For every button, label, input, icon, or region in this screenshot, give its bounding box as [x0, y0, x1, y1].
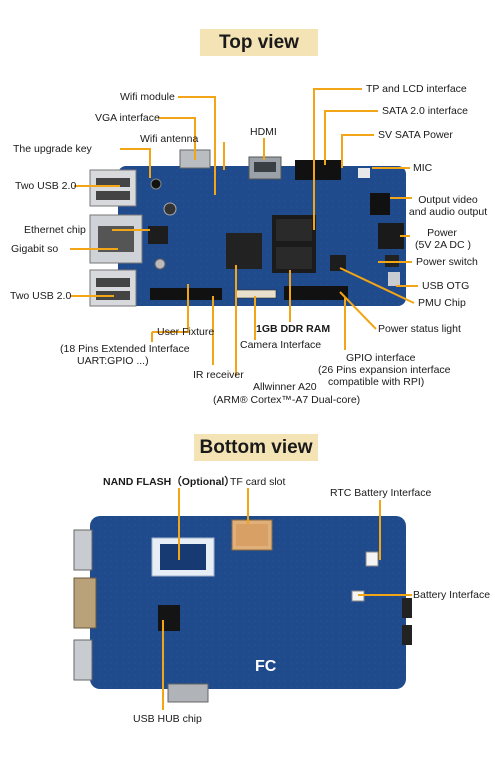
label-power-2: (5V 2A DC ): [414, 239, 472, 251]
label-ir-receiver: IR receiver: [193, 369, 244, 381]
label-arm-core: (ARM® Cortex™-A7 Dual-core): [213, 394, 361, 406]
label-usb-otg: USB OTG: [422, 280, 470, 292]
bottom-view-title: Bottom view: [194, 434, 318, 461]
label-power-status: Power status light: [378, 323, 461, 335]
label-sv-sata-power: SV SATA Power: [378, 129, 453, 141]
soc-chip: [226, 233, 262, 269]
label-power-1: Power: [427, 227, 457, 239]
label-output-av-1: Output video: [418, 194, 478, 206]
label-usb-hub: USB HUB chip: [133, 713, 202, 725]
label-power-switch: Power switch: [416, 256, 478, 268]
label-hdmi: HDMI: [250, 126, 277, 138]
fc-mark: FC: [255, 658, 277, 675]
label-gpio-line2: (26 Pins expansion interface: [318, 364, 451, 376]
label-rtc-battery: RTC Battery Interface: [330, 487, 432, 499]
leader-lines: [70, 88, 418, 710]
label-nand-flash: NAND FLASH（Optional）: [103, 476, 235, 488]
label-wifi-module: Wifi module: [120, 91, 175, 103]
power-jack: [378, 223, 404, 249]
label-wifi-antenna: Wifi antenna: [140, 133, 199, 145]
label-two-usb-top: Two USB 2.0: [15, 180, 77, 192]
label-vga-interface: VGA interface: [95, 112, 160, 124]
label-ddr-ram: 1GB DDR RAM: [256, 323, 331, 335]
label-ethernet-chip: Ethernet chip: [24, 224, 86, 236]
label-tp-lcd: TP and LCD interface: [366, 83, 467, 95]
label-user-fixture: User Fixture: [157, 326, 215, 338]
label-two-usb-bottom: Two USB 2.0: [10, 290, 72, 302]
bottom-board: FC: [73, 516, 412, 703]
label-allwinner: Allwinner A20: [253, 381, 317, 393]
gpio-header: [284, 286, 348, 300]
label-gpio-line1: GPIO interface: [346, 352, 416, 364]
ext-header: [150, 288, 222, 300]
label-camera-interface: Camera Interface: [240, 339, 322, 351]
label-pmu-chip: PMU Chip: [418, 297, 466, 309]
label-upgrade-key: The upgrade key: [13, 143, 92, 155]
top-view-title: Top view: [200, 29, 318, 56]
label-gpio-line3: compatible with RPI): [328, 376, 425, 388]
label-gigabit: Gigabit so: [11, 243, 59, 255]
usb-port-bottom: [89, 269, 137, 307]
label-ext-line1: (18 Pins Extended Interface: [60, 343, 190, 355]
label-output-av-2: and audio output: [408, 206, 488, 218]
label-ext-line2: UART:GPIO ...): [77, 355, 149, 367]
label-tf-card: TF card slot: [230, 476, 286, 488]
top-board: [89, 149, 406, 307]
label-battery-interface: Battery Interface: [413, 589, 491, 601]
label-mic: MIC: [413, 162, 433, 174]
usb-port-top: [89, 169, 137, 207]
label-sata: SATA 2.0 interface: [382, 105, 468, 117]
